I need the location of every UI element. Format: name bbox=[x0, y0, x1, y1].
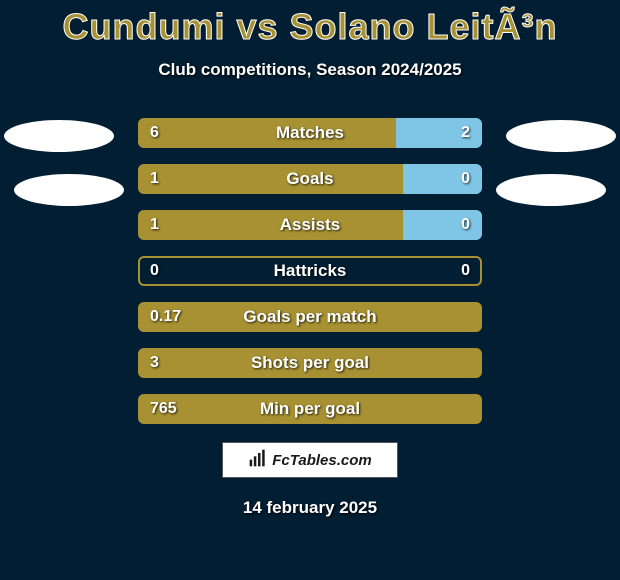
comparison-chart: Matches62Goals10Assists10Hattricks00Goal… bbox=[0, 118, 620, 440]
chart-bars-icon bbox=[248, 448, 268, 473]
stat-row: Goals per match0.17 bbox=[0, 302, 620, 332]
watermark-text: FcTables.com bbox=[272, 452, 371, 469]
bar-right bbox=[403, 210, 482, 240]
team-badge-placeholder bbox=[14, 174, 124, 206]
stat-row: Shots per goal3 bbox=[0, 348, 620, 378]
stat-row: Assists10 bbox=[0, 210, 620, 240]
team-badge-placeholder bbox=[496, 174, 606, 206]
bar-track bbox=[138, 118, 482, 148]
bar-track bbox=[138, 210, 482, 240]
stat-row: Min per goal765 bbox=[0, 394, 620, 424]
bar-track bbox=[138, 394, 482, 424]
bar-track bbox=[138, 256, 482, 286]
bar-track bbox=[138, 302, 482, 332]
bar-right bbox=[396, 118, 482, 148]
bar-track bbox=[138, 164, 482, 194]
bar-left bbox=[138, 118, 396, 148]
team-badge-placeholder bbox=[4, 120, 114, 152]
stat-row: Hattricks00 bbox=[0, 256, 620, 286]
bar-left bbox=[138, 164, 403, 194]
team-badge-placeholder bbox=[506, 120, 616, 152]
bar-left bbox=[138, 210, 403, 240]
subtitle: Club competitions, Season 2024/2025 bbox=[0, 60, 620, 80]
bar-right bbox=[403, 164, 482, 194]
generated-date: 14 february 2025 bbox=[0, 498, 620, 518]
page-title: Cundumi vs Solano LeitÃ³n bbox=[0, 0, 620, 48]
watermark: FcTables.com bbox=[222, 442, 398, 478]
bar-track bbox=[138, 348, 482, 378]
